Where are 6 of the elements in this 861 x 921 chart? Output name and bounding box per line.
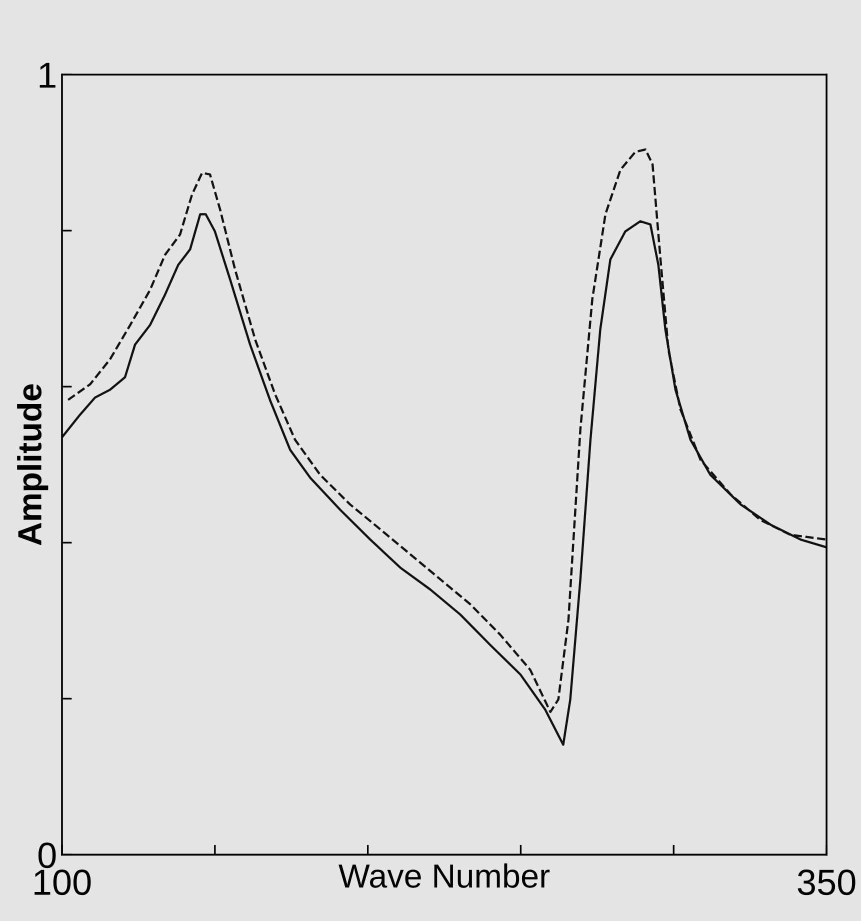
y-tick-label: 1: [40, 62, 56, 88]
x-tick-label: 100: [34, 870, 91, 896]
x-axis-title: Wave Number: [338, 863, 550, 888]
y-tick-label: 0: [38, 842, 56, 868]
y-axis-title: Amplitude: [17, 384, 48, 546]
x-tick-label: 350: [798, 870, 856, 896]
